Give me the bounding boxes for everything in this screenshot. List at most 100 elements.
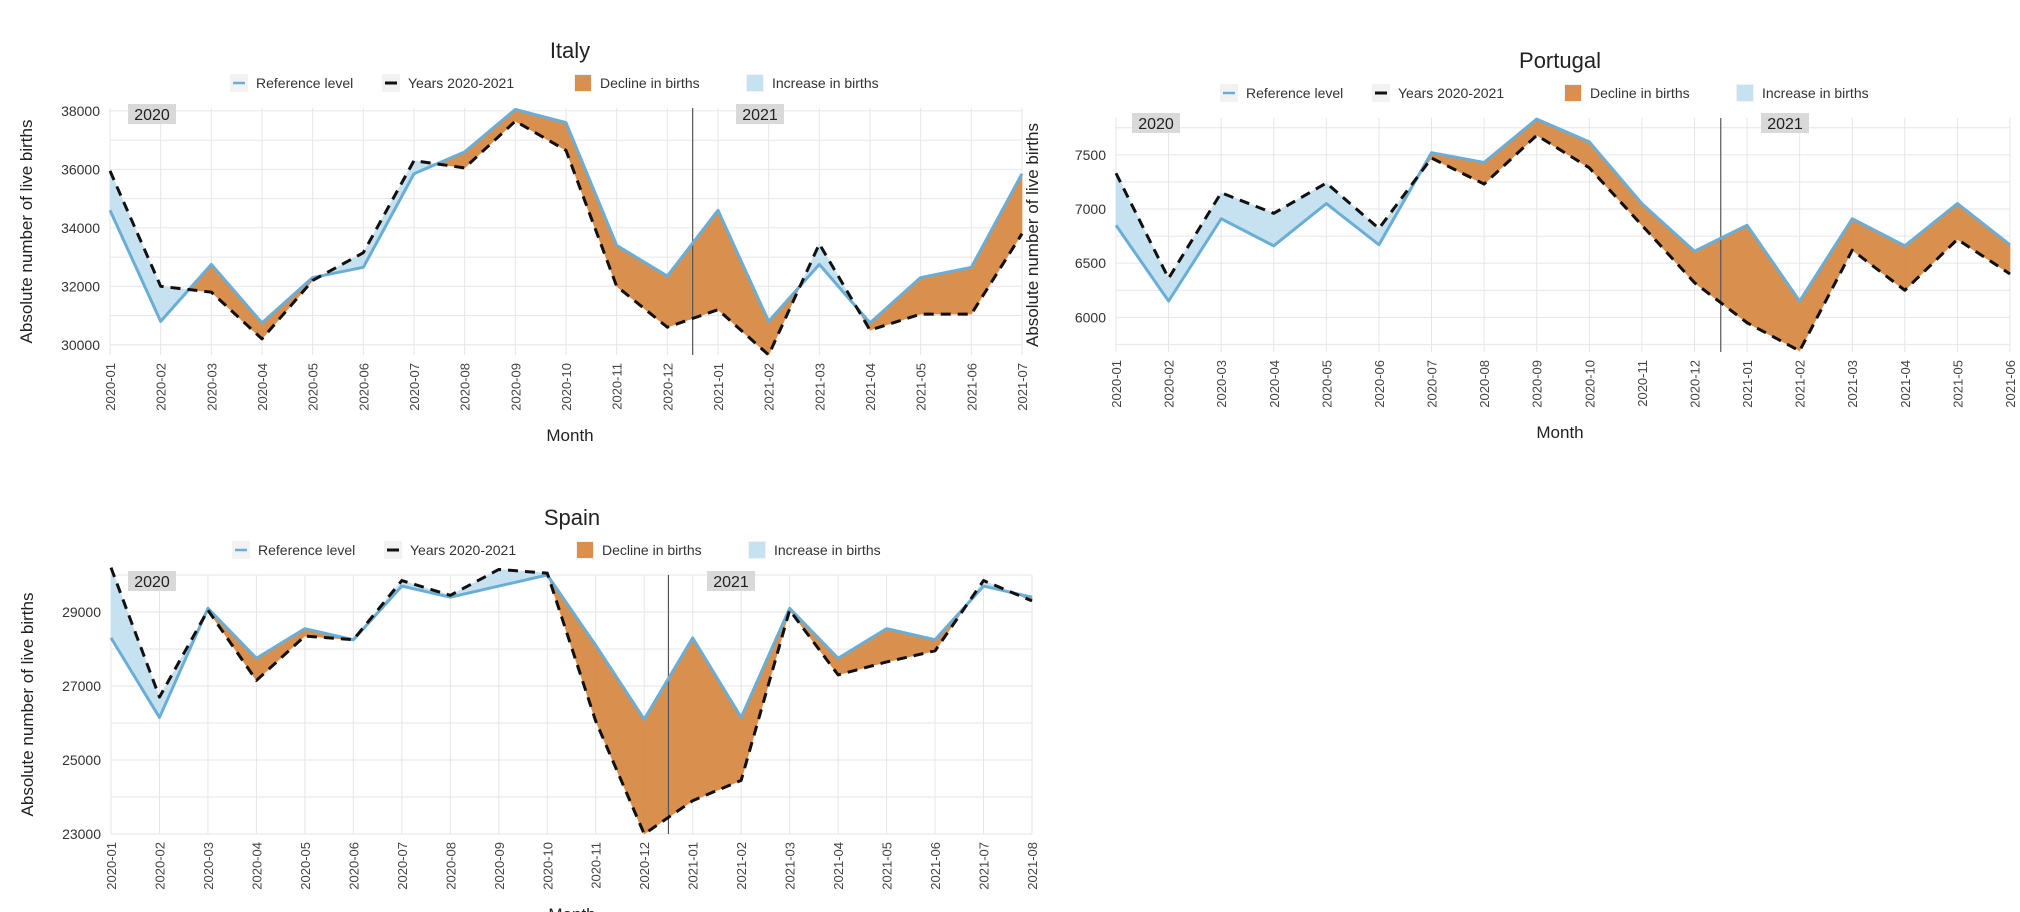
x-tick-label: 2021-06: [928, 842, 943, 890]
x-tick-label: 2021-04: [1898, 360, 1913, 408]
x-tick-label: 2021-04: [831, 842, 846, 890]
y-tick-label: 36000: [61, 161, 100, 177]
x-tick-label: 2020-04: [1267, 360, 1282, 408]
x-tick-label: 2020-11: [589, 842, 604, 889]
legend-item-reference: Reference level: [230, 74, 353, 92]
legend-label-decline: Decline in births: [1590, 85, 1690, 101]
x-tick-label: 2021-03: [812, 363, 827, 411]
legend-swatch-increase: [749, 542, 765, 558]
y-tick-label: 25000: [62, 752, 101, 768]
x-axis-label: Month: [1536, 423, 1583, 442]
x-tick-label: 2021-05: [914, 363, 929, 411]
legend-item-decline: Decline in births: [1564, 84, 1690, 102]
legend-label-reference: Reference level: [1246, 85, 1343, 101]
year-label: 2020: [1138, 116, 1174, 133]
x-tick-label: 2020-10: [1582, 360, 1597, 408]
x-tick-label: 2020-05: [1319, 360, 1334, 408]
decline-area: [1536, 118, 1590, 169]
decline-area: [616, 244, 668, 328]
legend-item-reference: Reference level: [232, 541, 355, 559]
legend-label-years: Years 2020-2021: [410, 542, 516, 558]
legend-label-reference: Reference level: [258, 542, 355, 558]
series-line-reference-level: [1114, 117, 2011, 303]
y-tick-label: 34000: [61, 220, 100, 236]
chart-panel-portugal: Portugal Reference level Years 2020-2021 De…: [1023, 48, 2018, 442]
x-tick-label: 2020-08: [1477, 360, 1492, 408]
x-tick-label: 2020-10: [559, 363, 574, 411]
legend-swatch-increase: [747, 75, 763, 91]
chart-panel-italy: Italy Reference level Years 2020-2021 Decli…: [17, 38, 1030, 445]
year-badge-2021: 2021: [736, 104, 784, 124]
series-line-reference-level: [109, 573, 1033, 721]
y-tick-label: 23000: [62, 826, 101, 842]
year-label: 2021: [713, 574, 749, 591]
x-tick-label: 2020-12: [637, 842, 652, 890]
legend-swatch-increase: [1737, 85, 1753, 101]
increase-area: [109, 170, 161, 322]
x-tick-label: 2020-11: [1635, 360, 1650, 407]
chart-panel-spain: Spain Reference level Years 2020-2021 Decli…: [18, 505, 1040, 912]
decline-area: [211, 263, 263, 340]
x-tick-label: 2020-02: [1162, 360, 1177, 408]
y-tick-label: 30000: [61, 337, 100, 353]
year-label: 2020: [134, 107, 170, 124]
x-tick-label: 2020-09: [492, 842, 507, 890]
decline-area: [1799, 217, 1853, 352]
x-tick-label: 2020-09: [1530, 360, 1545, 408]
chart-title: Spain: [544, 505, 600, 530]
x-tick-label: 2020-01: [103, 363, 118, 411]
y-tick-label: 6000: [1075, 309, 1106, 325]
y-tick-label: 7500: [1075, 147, 1106, 163]
x-tick-label: 2020-11: [610, 363, 625, 410]
x-tick-label: 2021-01: [1740, 360, 1755, 408]
legend: Reference level Years 2020-2021 Decline in…: [1220, 84, 1869, 102]
decline-area: [920, 266, 972, 315]
year-badge-2020: 2020: [128, 571, 176, 591]
x-tick-label: 2020-08: [443, 842, 458, 890]
x-tick-label: 2021-04: [863, 363, 878, 411]
legend-item-years: Years 2020-2021: [384, 541, 516, 559]
x-tick-label: 2021-05: [1950, 360, 1965, 408]
x-tick-label: 2020-02: [152, 842, 167, 890]
legend-label-increase: Increase in births: [772, 75, 879, 91]
y-tick-label: 38000: [61, 103, 100, 119]
x-tick-label: 2020-07: [1425, 360, 1440, 408]
x-tick-label: 2020-06: [356, 363, 371, 411]
x-tick-label: 2021-02: [762, 363, 777, 411]
x-tick-label: 2021-05: [880, 842, 895, 890]
x-tick-label: 2021-06: [2003, 360, 2018, 408]
legend-swatch-decline: [575, 75, 591, 91]
decline-area: [837, 628, 887, 676]
legend-label-years: Years 2020-2021: [1398, 85, 1504, 101]
x-tick-label: 2021-01: [686, 842, 701, 890]
series-line-reference-level: [108, 107, 1024, 325]
x-tick-label: 2021-08: [1025, 842, 1040, 890]
x-tick-label: 2021-07: [977, 842, 992, 890]
increase-area: [1326, 182, 1380, 246]
x-axis-label: Month: [546, 426, 593, 445]
x-tick-label: 2021-01: [711, 363, 726, 411]
legend-item-increase: Increase in births: [746, 74, 879, 92]
legend-item-decline: Decline in births: [574, 74, 700, 92]
x-tick-label: 2021-06: [964, 363, 979, 411]
year-badge-2021: 2021: [707, 571, 755, 591]
x-tick-label: 2021-03: [1845, 360, 1860, 408]
decline-area: [692, 636, 742, 802]
legend-item-years: Years 2020-2021: [1372, 84, 1504, 102]
y-tick-label: 6500: [1075, 255, 1106, 271]
x-tick-label: 2021-02: [1793, 360, 1808, 408]
x-tick-label: 2021-02: [734, 842, 749, 890]
decline-area: [1483, 118, 1538, 185]
decline-area: [595, 644, 645, 835]
decline-area: [971, 173, 1023, 316]
legend: Reference level Years 2020-2021 Decline in…: [230, 74, 879, 92]
chart-title: Portugal: [1519, 48, 1601, 73]
y-tick-label: 29000: [62, 604, 101, 620]
legend-item-increase: Increase in births: [748, 541, 881, 559]
x-tick-label: 2020-06: [346, 842, 361, 890]
year-badge-2020: 2020: [1132, 113, 1180, 133]
legend-item-decline: Decline in births: [576, 541, 702, 559]
chart-title: Italy: [550, 38, 590, 63]
legend-item-increase: Increase in births: [1736, 84, 1869, 102]
